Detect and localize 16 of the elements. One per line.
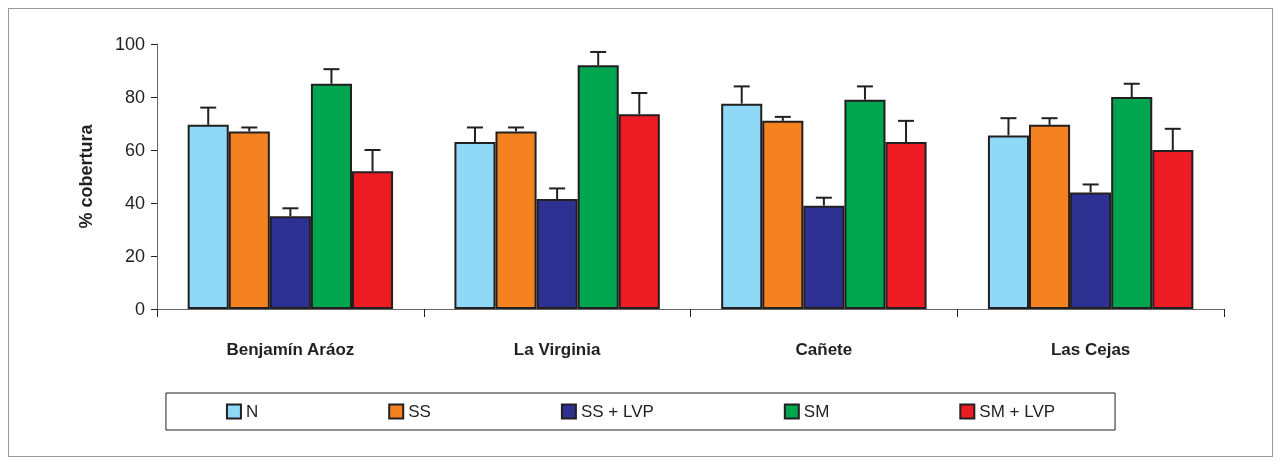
legend-label: SS bbox=[408, 402, 431, 421]
y-tick-label: 0 bbox=[134, 299, 145, 319]
x-tick-label: La Virginia bbox=[513, 340, 601, 359]
legend-label: SM + LVP bbox=[979, 402, 1056, 421]
x-tick-label: Las Cejas bbox=[1050, 340, 1131, 359]
y-tick-label: 40 bbox=[124, 193, 145, 213]
y-tick-label: 100 bbox=[114, 34, 145, 54]
legend-label: N bbox=[245, 402, 259, 421]
y-axis-title: % cobertura bbox=[76, 123, 96, 229]
y-tick-label: 20 bbox=[124, 246, 145, 266]
legend-label: SM bbox=[803, 402, 830, 421]
y-tick-label: 60 bbox=[124, 140, 145, 160]
x-tick-label: Cañete bbox=[795, 340, 853, 359]
legend-label: SS + LVP bbox=[580, 402, 654, 421]
x-tick-label: Benjamín Aráoz bbox=[226, 340, 355, 359]
y-tick-label: 80 bbox=[124, 87, 145, 107]
